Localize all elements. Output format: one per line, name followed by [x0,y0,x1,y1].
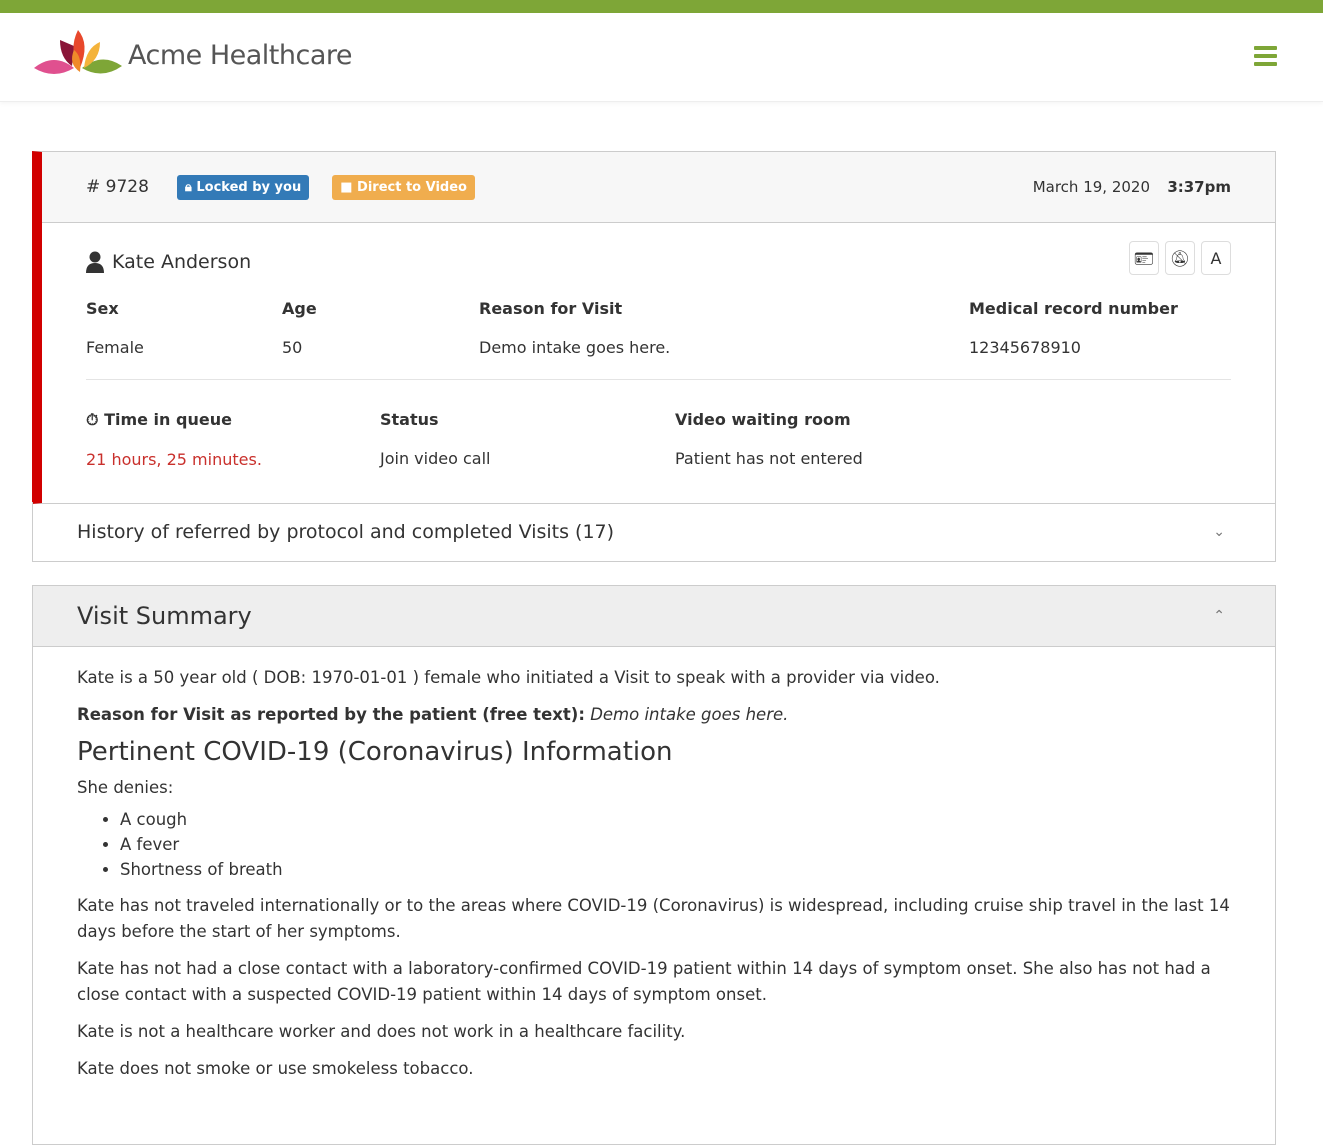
visit-summary-panel: Visit Summary ⌃ Kate is a 50 year old ( … [32,585,1276,1145]
direct-video-badge: ■ Direct to Video [332,174,475,200]
reason-field: Reason for Visit Demo intake goes here. [479,299,671,357]
status-field: Status Join video call [380,410,491,468]
age-field: Age 50 [282,299,317,357]
bell-slash-icon[interactable]: 🔕︎ [1165,241,1195,275]
summary-intro: Kate is a 50 year old ( DOB: 1970-01-01 … [77,668,940,687]
lotus-logo-icon [34,30,122,74]
chevron-down-icon: ⌄ [1213,523,1225,540]
lock-icon: 🔒︎ [184,179,197,195]
visit-card: # 9728 🔒︎ Locked by you ■ Direct to Vide… [32,151,1276,504]
logo[interactable]: Acme Healthcare [34,30,353,80]
covid-heading: Pertinent COVID-19 (Coronavirus) Informa… [77,737,673,767]
visit-time: 3:37pm [1167,178,1231,196]
contact-paragraph: Kate has not had a close contact with a … [77,959,1211,1004]
font-size-button[interactable]: A [1201,241,1231,275]
reason-line: Reason for Visit as reported by the pati… [77,705,789,724]
id-card-icon[interactable]: 🪪︎ [1129,241,1159,275]
symptom-list: A coughA feverShortness of breath [120,807,1231,882]
video-camera-icon: ■ [340,179,358,195]
queue-field: ⏱︎ Time in queue 21 hours, 25 minutes. [86,410,262,469]
locked-badge: 🔒︎ Locked by you [176,174,310,200]
smoking-paragraph: Kate does not smoke or use smokeless tob… [77,1059,474,1078]
top-accent-bar [0,0,1323,13]
travel-paragraph: Kate has not traveled internationally or… [77,896,1230,941]
patient-name: Kate Anderson [86,251,1231,273]
sex-field: Sex Female [86,299,144,357]
join-video-call[interactable]: Join video call [380,449,491,468]
chevron-up-icon: ⌃ [1213,608,1225,624]
clock-icon: ⏱︎ [86,410,99,429]
app-header: Acme Healthcare [0,13,1323,102]
visit-header: # 9728 🔒︎ Locked by you ■ Direct to Vide… [42,152,1275,223]
history-accordion[interactable]: History of referred by protocol and comp… [32,502,1276,562]
healthcare-worker-paragraph: Kate is not a healthcare worker and does… [77,1022,686,1041]
visit-summary-header[interactable]: Visit Summary ⌃ [33,586,1275,647]
visit-number: # 9728 [86,177,149,197]
brand-name: Acme Healthcare [128,39,353,71]
mrn-field: Medical record number 12345678910 [969,299,1178,357]
hamburger-menu-icon[interactable] [1254,46,1277,70]
denies-label: She denies: [77,778,174,797]
waiting-room-field: Video waiting room Patient has not entere… [675,410,863,468]
user-icon [86,251,104,273]
visit-date: March 19, 2020 [1032,178,1150,196]
